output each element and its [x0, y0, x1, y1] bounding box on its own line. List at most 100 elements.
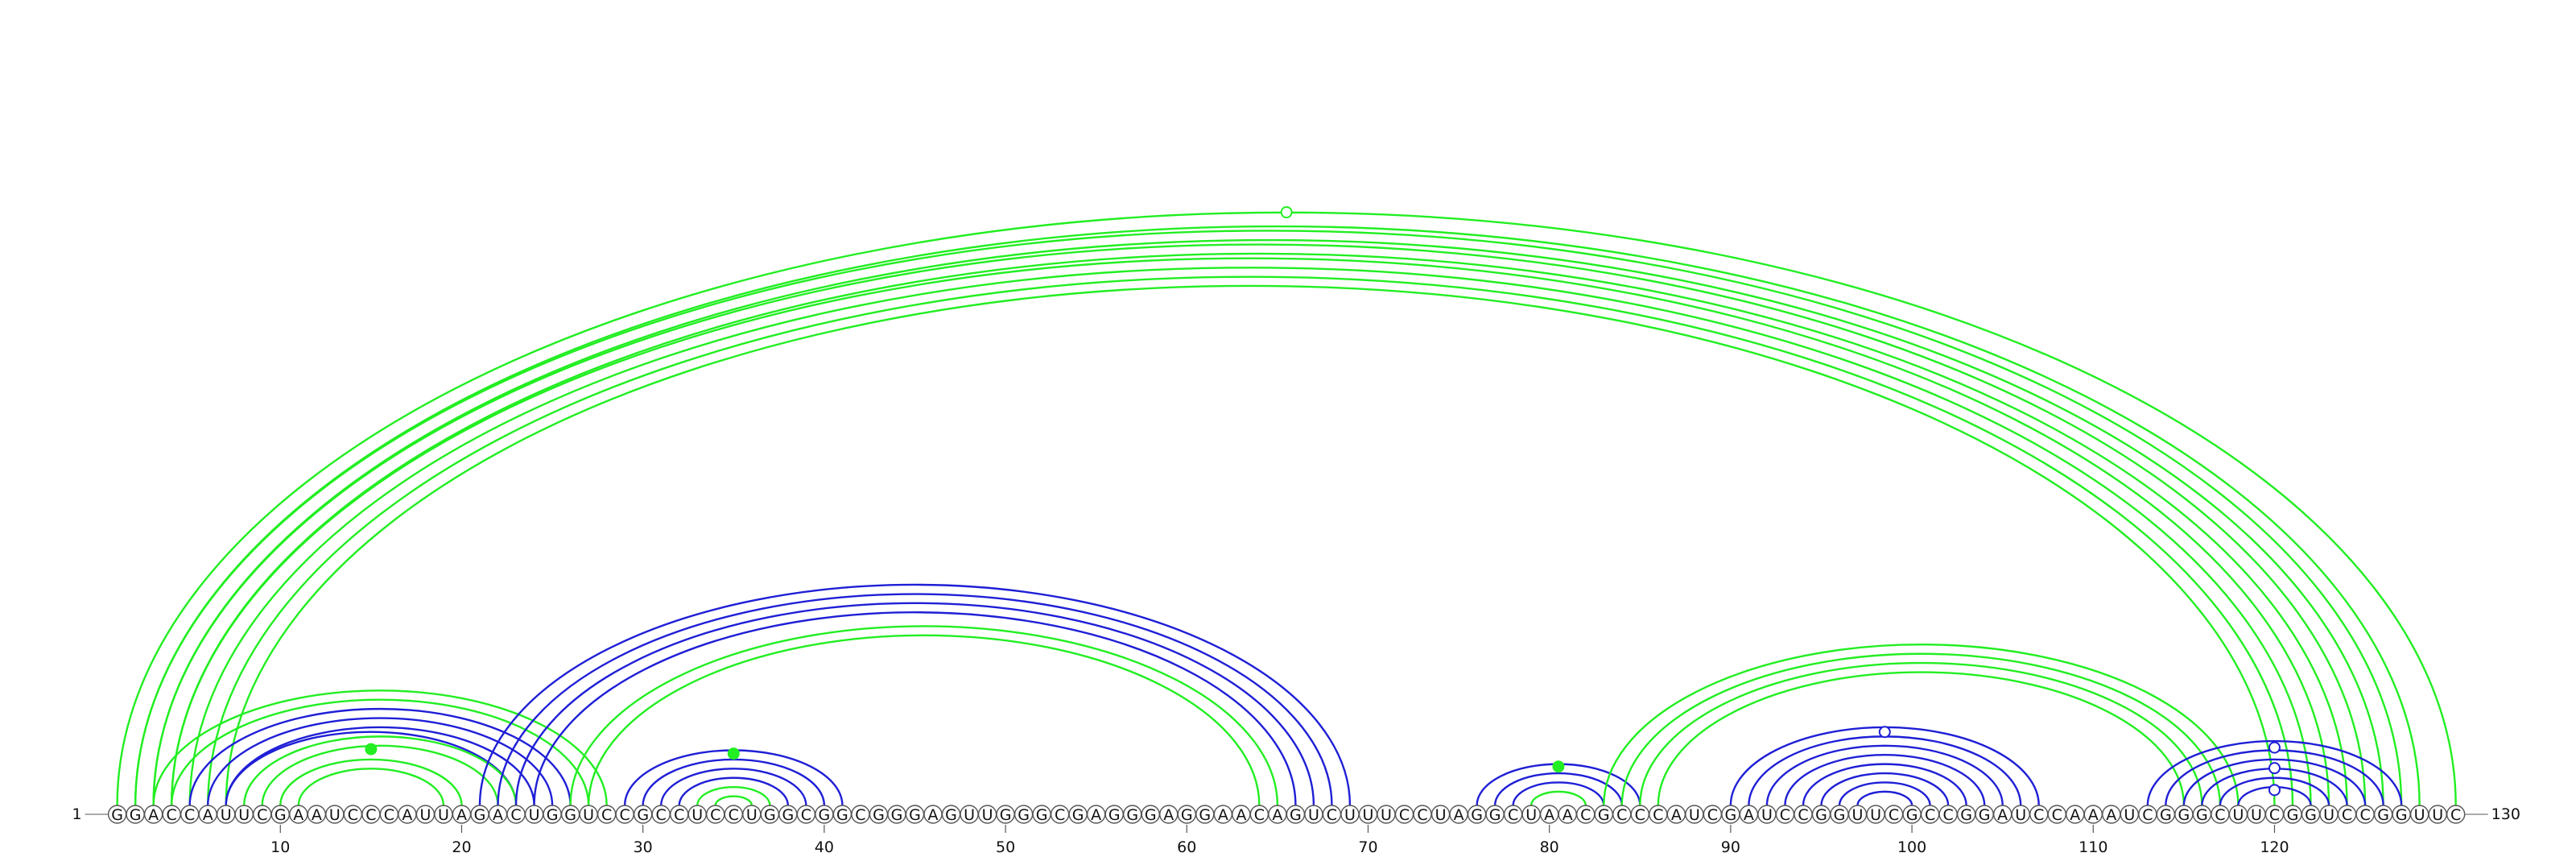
nucleotide: U	[234, 805, 254, 824]
nucleotide-letter: U	[746, 806, 758, 824]
base-pair-arc	[188, 707, 572, 806]
nucleotide: C	[180, 805, 200, 824]
nucleotide: U	[2120, 805, 2140, 824]
nucleotide-letter: A	[1744, 806, 1754, 824]
nucleotide-letter: U	[529, 806, 540, 824]
nucleotide-letter: C	[384, 806, 394, 824]
nucleotide-letter: A	[203, 806, 213, 824]
nucleotide: G	[1123, 805, 1142, 824]
nucleotide-letter: G	[1290, 806, 1302, 824]
nucleotide: U	[742, 805, 762, 824]
nucleotide-letter: C	[1616, 806, 1627, 824]
tick-label: 10	[270, 838, 290, 856]
nucleotide: U	[977, 805, 997, 824]
arc-marker	[2268, 741, 2281, 754]
nucleotide: G	[1830, 805, 1849, 824]
base-pair-arc	[152, 689, 608, 806]
base-pair-arc	[261, 744, 499, 806]
nucleotide: A	[143, 805, 163, 824]
nucleotide: C	[2264, 805, 2285, 824]
nucleotide-letter: U	[982, 806, 993, 824]
nucleotide: U	[1866, 805, 1885, 824]
base-pair-arc	[1530, 790, 1587, 806]
nucleotide-letter: G	[1834, 806, 1846, 824]
nucleotide-letter: C	[2033, 806, 2044, 824]
arc-marker	[2268, 762, 2281, 775]
nucleotide: U	[687, 805, 707, 824]
nucleotide: A	[198, 805, 217, 824]
nucleotide: C	[1630, 805, 1649, 824]
base-pair-arc	[1856, 790, 1913, 806]
nucleotide: G	[869, 805, 889, 824]
nucleotide: A	[398, 805, 417, 824]
sequence-start-label: 1	[72, 805, 82, 823]
tick-label: 110	[2079, 838, 2107, 856]
nucleotide: C	[1884, 805, 1904, 824]
nucleotide-letter: C	[167, 806, 177, 824]
base-pair-arc	[678, 776, 790, 806]
nucleotide: C	[2138, 805, 2157, 824]
nucleotide-letter: G	[764, 806, 776, 824]
tick-label: 120	[2260, 838, 2289, 856]
nucleotide-letter: A	[1163, 806, 1174, 824]
base-pair-arc	[533, 611, 1297, 806]
nucleotide: G	[778, 805, 798, 824]
nucleotide-letter: U	[964, 806, 975, 824]
base-pair-arc	[587, 634, 1261, 806]
nucleotide-letter: G	[1000, 806, 1012, 824]
arc-marker	[727, 747, 740, 760]
nucleotide: U	[325, 805, 345, 824]
nucleotide: U	[1377, 805, 1396, 824]
base-pair-arc	[1784, 754, 1986, 806]
nucleotide: U	[1847, 805, 1868, 824]
tick-label: 40	[815, 838, 834, 856]
nucleotide: G	[1032, 805, 1051, 824]
nucleotide: U	[1430, 805, 1451, 824]
nucleotide: G	[905, 805, 925, 824]
nucleotide-letter: G	[1815, 806, 1827, 824]
nucleotide-letter: A	[1997, 806, 2008, 824]
nucleotide: C	[1322, 805, 1342, 824]
nucleotide: G	[1013, 805, 1034, 824]
base-pair-arc	[1603, 644, 2240, 806]
arc-marker	[1878, 726, 1891, 739]
base-pair-arc	[1620, 652, 2222, 806]
nucleotide-letter: G	[275, 806, 287, 824]
nucleotide: A	[452, 805, 472, 824]
nucleotide-letter: U	[2414, 806, 2425, 824]
nucleotide-letter: G	[2160, 806, 2172, 824]
nucleotide: C	[2029, 805, 2049, 824]
nucleotide-letter: C	[2269, 806, 2280, 824]
nucleotide: G	[1286, 805, 1306, 824]
nucleotide: A	[289, 805, 308, 824]
nucleotide: U	[960, 805, 979, 824]
nucleotide: G	[887, 805, 906, 824]
nucleotide: A	[1086, 805, 1106, 824]
arc-marker	[1552, 760, 1565, 773]
nucleotide: C	[162, 805, 181, 824]
arc-markers	[365, 206, 2281, 797]
base-pair-arc	[225, 726, 535, 806]
nucleotide-letter: G	[1471, 806, 1483, 824]
nucleotide: A	[2066, 805, 2085, 824]
nucleotide: U	[524, 805, 544, 824]
nucleotide-letter: A	[293, 806, 303, 824]
tick-label: 90	[1721, 838, 1740, 856]
nucleotide-letter: U	[1344, 806, 1356, 824]
nucleotide: G	[832, 805, 852, 824]
nucleotide: C	[1612, 805, 1632, 824]
base-pair-arc	[714, 795, 753, 806]
nucleotide-letter: A	[1454, 806, 1464, 824]
nucleotide: C	[379, 805, 399, 824]
nucleotide-letter: G	[2377, 806, 2389, 824]
nucleotide: A	[1159, 805, 1179, 824]
arc-marker	[1280, 206, 1293, 219]
nucleotide: C	[851, 805, 870, 824]
nucleotide-letter: U	[1363, 806, 1374, 824]
nucleotide-letter: U	[419, 806, 431, 824]
nucleotide-letter: G	[836, 806, 848, 824]
nucleotide: C	[1249, 805, 1269, 824]
base-pair-arc	[1493, 772, 1623, 806]
nucleotide-letter: A	[2106, 806, 2116, 824]
